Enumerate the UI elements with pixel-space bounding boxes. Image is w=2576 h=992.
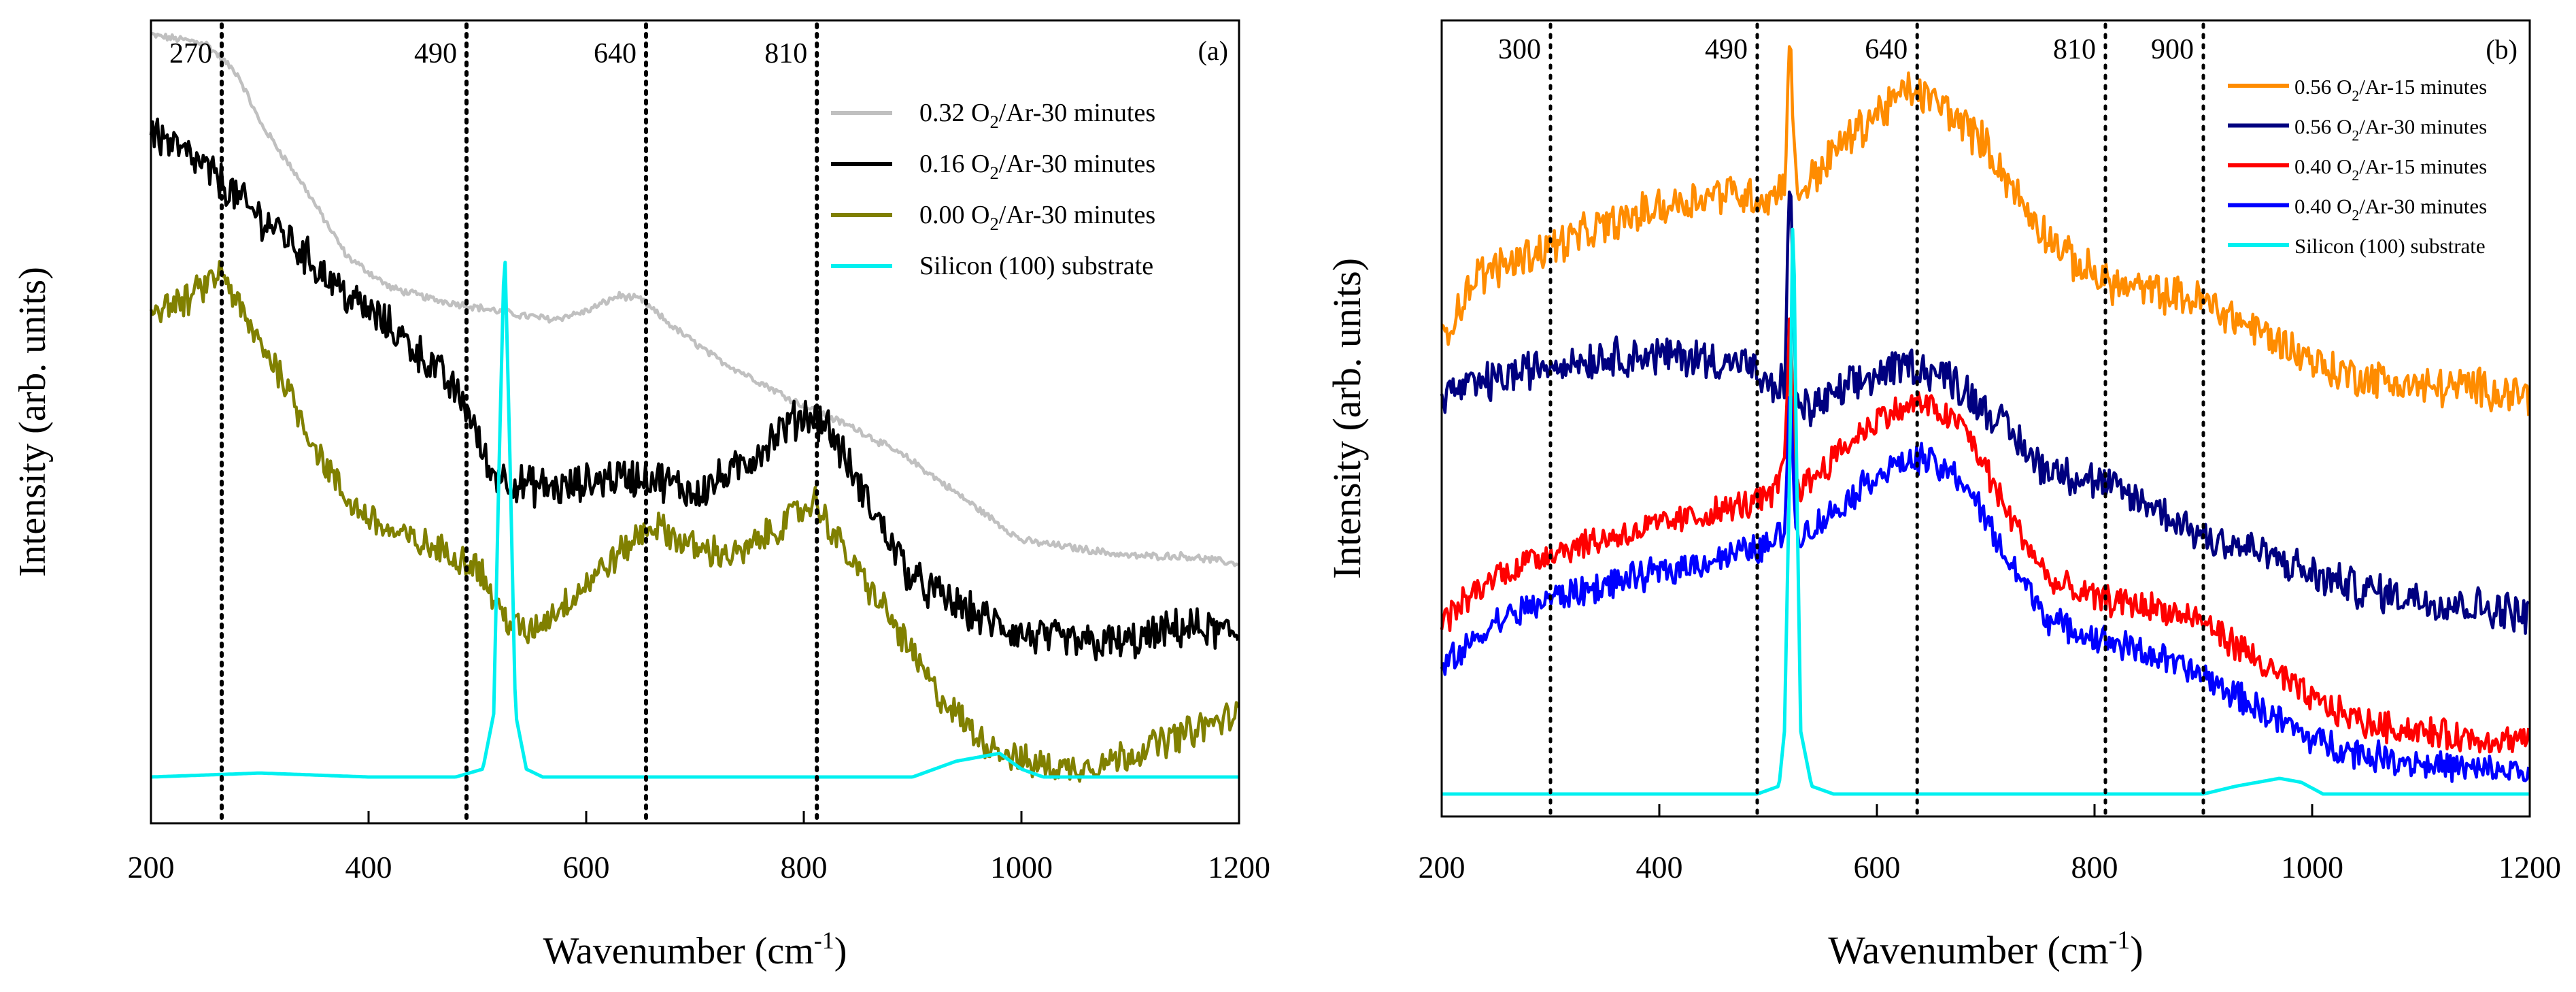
panel-b-x-ticks: 200 400 600 800 1000 1200 (1419, 804, 2561, 884)
panel-a-reference-label-490: 490 (414, 38, 457, 69)
panel-a-legend-entry-3: 0.00 O2/Ar-30 minutes (919, 201, 1155, 234)
panel-a-x-tick-label: 800 (781, 850, 828, 884)
panel-b-y-axis-title: Intensity (arb. units) (1325, 258, 1369, 579)
panel-b-x-tick-label: 1200 (2498, 850, 2561, 884)
panel-b-series-4-line (1440, 395, 2530, 783)
panel-b-series-2-line (1440, 190, 2530, 635)
panel-b-reference-label-640: 640 (1865, 34, 1908, 65)
panel-b-legend-entry-4: 0.40 O2/Ar-30 minutes (2294, 195, 2487, 224)
panel-b-reference-label-490: 490 (1705, 34, 1748, 65)
panel-b-legend-entry-5: Silicon (100) substrate (2294, 234, 2486, 258)
panel-b-label: (b) (2486, 34, 2518, 65)
panel-a-y-axis-title: Intensity (arb. units) (12, 267, 54, 577)
panel-a-legend-entry-4: Silicon (100) substrate (919, 252, 1153, 280)
panel-b-x-tick-label: 400 (1636, 850, 1683, 884)
panel-a-series-1-line (150, 32, 1239, 567)
panel-a-frame (150, 19, 1240, 825)
panel-a-x-tick-label: 600 (563, 850, 610, 884)
panel-b-plot-area (1440, 45, 2530, 796)
panel-b-x-tick-label: 600 (1854, 850, 1901, 884)
panel-b-legend-entry-2: 0.56 O2/Ar-30 minutes (2294, 115, 2487, 144)
panel-a-series-3-line (149, 260, 1240, 783)
panel-b-frame (1440, 19, 2531, 818)
panel-a: 200 400 600 800 1000 1200 270 490 640 810 (a) 0.… (12, 19, 1270, 972)
panel-a-x-tick-label: 1000 (990, 850, 1053, 884)
panel-b: 200 400 600 800 1000 1200 300 490 640 810 900 (b)… (1325, 19, 2561, 972)
panel-a-plot-area (149, 32, 1240, 783)
panel-a-series-4-line (150, 261, 1238, 779)
panel-b-x-tick-label: 1000 (2281, 850, 2343, 884)
panel-b-reference-lines: 300 490 640 810 900 (1498, 22, 2205, 816)
panel-a-reference-label-270: 270 (169, 38, 212, 69)
panel-a-x-ticks: 200 400 600 800 1000 1200 (128, 811, 1270, 884)
panel-a-reference-lines: 270 490 640 810 (169, 22, 819, 823)
panel-b-series-3-line (1440, 317, 2530, 754)
panel-b-series-5-line (1441, 227, 2529, 796)
panel-a-legend: 0.32 O2/Ar-30 minutes 0.16 O2/Ar-30 minut… (831, 99, 1155, 280)
panel-a-x-tick-label: 1200 (1208, 850, 1270, 884)
panel-b-legend-entry-1: 0.56 O2/Ar-15 minutes (2294, 75, 2487, 104)
panel-b-x-axis-title: Wavenumber (cm-1) (1828, 926, 2143, 972)
panel-b-series-1-line (1440, 45, 2530, 416)
panel-b-reference-label-900: 900 (2151, 34, 2194, 65)
panel-a-legend-entry-1: 0.32 O2/Ar-30 minutes (919, 99, 1155, 132)
panel-a-x-tick-label: 400 (345, 850, 392, 884)
panel-b-x-tick-label: 800 (2071, 850, 2118, 884)
panel-a-series-2-line (149, 117, 1240, 662)
panel-b-reference-label-810: 810 (2053, 34, 2096, 65)
panel-b-x-tick-label: 200 (1419, 850, 1465, 884)
panel-a-reference-label-640: 640 (594, 38, 637, 69)
panel-b-legend-entry-3: 0.40 O2/Ar-15 minutes (2294, 154, 2487, 184)
panel-a-x-tick-label: 200 (128, 850, 175, 884)
panel-a-x-axis-title: Wavenumber (cm-1) (543, 927, 847, 972)
panel-b-reference-label-300: 300 (1498, 34, 1541, 65)
panel-a-reference-label-810: 810 (764, 38, 807, 69)
panel-b-legend: 0.56 O2/Ar-15 minutes 0.56 O2/Ar-30 minut… (2228, 75, 2487, 258)
panel-a-legend-entry-2: 0.16 O2/Ar-30 minutes (919, 150, 1155, 183)
panel-a-label: (a) (1198, 35, 1228, 66)
